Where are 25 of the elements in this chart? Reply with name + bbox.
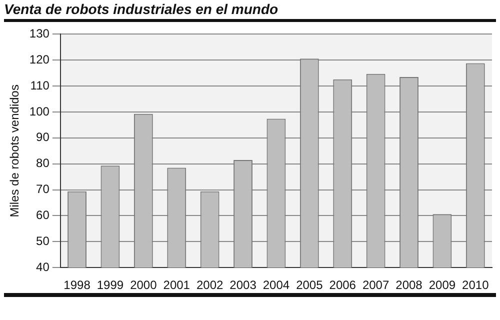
y-tick-label: 110 xyxy=(30,78,50,92)
y-tick-label: 120 xyxy=(29,52,50,66)
x-tick-label: 2002 xyxy=(196,278,224,292)
y-tick-label: 60 xyxy=(36,208,50,222)
x-tick-label: 1999 xyxy=(96,278,124,292)
x-tick-label: 2000 xyxy=(130,278,158,292)
x-tick-label: 2003 xyxy=(230,278,257,292)
x-tick-label: 2007 xyxy=(362,278,390,292)
x-tick-label: 1998 xyxy=(64,278,91,292)
x-tick-label: 2005 xyxy=(296,278,324,292)
chart-title: Venta de robots industriales en el mundo xyxy=(4,1,278,17)
x-tick-label: 2009 xyxy=(428,278,456,292)
y-tick-label: 50 xyxy=(36,234,50,248)
x-tick-label: 2010 xyxy=(462,278,490,292)
x-tick-label: 2001 xyxy=(163,278,190,292)
y-tick-label: 40 xyxy=(36,260,50,274)
x-tick-label: 2008 xyxy=(396,278,423,292)
y-tick-label: 90 xyxy=(36,130,50,144)
x-tick-label: 2004 xyxy=(262,278,290,292)
y-tick-label: 130 xyxy=(29,26,50,41)
y-axis-title: Miles de robots vendidos xyxy=(8,84,22,218)
y-tick-label: 100 xyxy=(29,104,50,118)
y-tick-label: 70 xyxy=(36,182,50,196)
x-tick-label: 2006 xyxy=(329,278,356,292)
y-tick-label: 80 xyxy=(36,156,50,170)
